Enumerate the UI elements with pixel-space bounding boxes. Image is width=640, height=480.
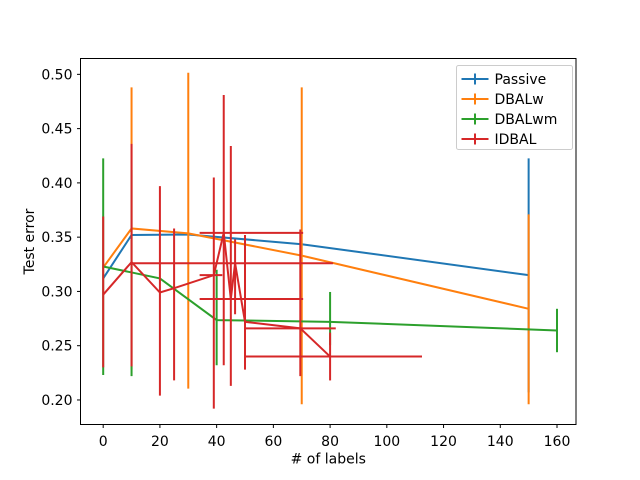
legend-label: IDBAL bbox=[495, 132, 537, 148]
x-axis: 0 20 40 60 80 100 120 140 160 bbox=[99, 424, 571, 450]
x-tick-label: 100 bbox=[373, 434, 400, 450]
y-axis-title: Test error bbox=[22, 208, 38, 275]
series-line bbox=[102, 227, 529, 310]
legend-entry-dbalwm: DBALwm bbox=[461, 112, 558, 128]
series-dbalw bbox=[102, 72, 530, 405]
x-tick-label: 40 bbox=[208, 434, 226, 450]
x-tick-label: 0 bbox=[99, 434, 108, 450]
legend: Passive DBALw DBALwm IDBAL bbox=[456, 65, 573, 150]
y-tick-label: 0.30 bbox=[41, 284, 72, 300]
legend-entry-passive: Passive bbox=[461, 72, 547, 88]
legend-entry-dbalw: DBALw bbox=[461, 92, 544, 108]
y-tick-label: 0.20 bbox=[41, 393, 72, 409]
legend-label: DBALwm bbox=[495, 112, 558, 128]
y-axis: 0.20 0.25 0.30 0.35 0.40 0.45 0.50 bbox=[41, 67, 81, 409]
legend-label: DBALw bbox=[495, 92, 544, 108]
y-tick-label: 0.45 bbox=[41, 122, 72, 138]
y-tick-label: 0.40 bbox=[41, 176, 72, 192]
y-tick-label: 0.25 bbox=[41, 339, 72, 355]
legend-entry-idbal: IDBAL bbox=[461, 132, 537, 148]
legend-label: Passive bbox=[495, 72, 547, 88]
legend-box bbox=[456, 65, 573, 150]
x-tick-label: 20 bbox=[151, 434, 169, 450]
series-idbal bbox=[102, 94, 422, 409]
plot-frame bbox=[80, 58, 577, 425]
x-tick-label: 60 bbox=[264, 434, 282, 450]
x-axis-title: # of labels bbox=[291, 452, 366, 468]
series-line bbox=[102, 232, 331, 358]
x-tick-label: 140 bbox=[487, 434, 514, 450]
x-tick-label: 160 bbox=[544, 434, 571, 450]
x-tick-label: 120 bbox=[430, 434, 457, 450]
series-line bbox=[102, 233, 529, 279]
x-tick-label: 80 bbox=[321, 434, 339, 450]
series-line bbox=[102, 265, 558, 332]
y-tick-label: 0.35 bbox=[41, 230, 72, 246]
y-tick-label: 0.50 bbox=[41, 67, 72, 83]
